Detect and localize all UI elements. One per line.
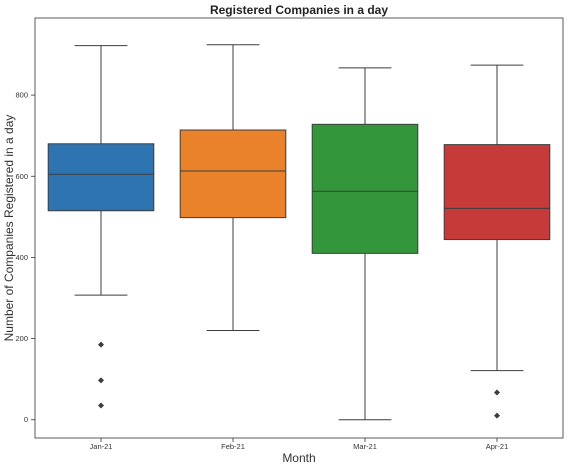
x-axis-label: Month xyxy=(282,451,315,465)
chart-title: Registered Companies in a day xyxy=(210,3,388,17)
outlier-point xyxy=(494,412,500,419)
x-tick-label: Jan-21 xyxy=(90,442,113,451)
plot-area-frame xyxy=(34,17,564,439)
x-axis: Jan-21 Feb-21 Mar-21 Apr-21 xyxy=(90,438,509,451)
x-tick-label: Feb-21 xyxy=(221,442,245,451)
box-group xyxy=(47,45,155,409)
y-tick-label: 600 xyxy=(15,172,28,181)
outlier-point xyxy=(98,377,104,384)
box-group xyxy=(179,44,287,331)
box-iqr xyxy=(311,123,419,254)
box-iqr xyxy=(179,129,287,219)
y-tick-label: 0 xyxy=(24,415,28,424)
y-tick-label: 200 xyxy=(15,334,28,343)
y-tick-label: 400 xyxy=(15,253,28,262)
boxes-layer xyxy=(47,44,551,421)
box-group xyxy=(443,64,551,419)
outlier-point xyxy=(98,402,104,409)
box-iqr xyxy=(443,144,551,241)
x-tick-label: Apr-21 xyxy=(486,442,509,451)
box-iqr xyxy=(47,143,155,212)
y-axis-label: Number of Companies Registered in a day xyxy=(2,115,16,342)
y-tick-label: 800 xyxy=(15,91,28,100)
y-axis: 0 200 400 600 800 xyxy=(15,91,35,424)
outlier-point xyxy=(494,389,500,396)
x-tick-label: Mar-21 xyxy=(353,442,377,451)
box-group xyxy=(311,67,419,421)
outlier-point xyxy=(98,341,104,348)
